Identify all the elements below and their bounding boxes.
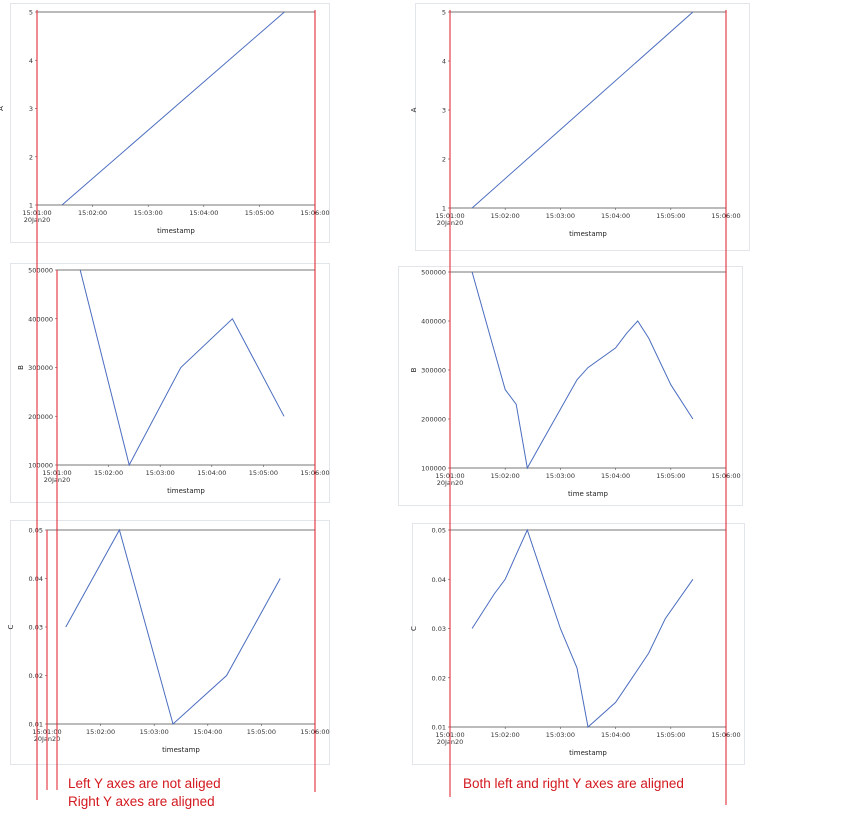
x-tick-label: 15:04:00 <box>601 731 630 739</box>
x-tick-label: 15:05:00 <box>656 731 685 739</box>
y-axis-title: B <box>410 367 418 372</box>
x-tick-label: 15:02:00 <box>78 209 107 217</box>
x-tick-label: 15:03:00 <box>546 472 575 480</box>
x-axis-title: time stamp <box>568 490 609 498</box>
y-tick-label: 300000 <box>421 367 446 375</box>
x-tick-label: 15:02:00 <box>86 728 115 736</box>
y-tick-label: 0.04 <box>432 576 446 584</box>
series-line <box>79 269 285 467</box>
series-line <box>471 271 694 470</box>
x-tick-label: 15:05:00 <box>656 212 685 220</box>
caption-left-line2: Right Y axes are aligned <box>68 794 215 809</box>
x-tick-label: 15:03:00 <box>140 728 169 736</box>
y-tick-label: 0.02 <box>432 674 446 682</box>
x-axis-title: timestamp <box>162 746 200 754</box>
y-tick-label: 0.01 <box>432 724 446 732</box>
y-tick-label: 0.03 <box>432 625 446 633</box>
y-tick-label: 200000 <box>421 416 446 424</box>
y-tick-label: 0.05 <box>432 527 446 535</box>
y-tick-label: 2 <box>29 153 33 161</box>
chart-panel-right-b <box>398 266 743 506</box>
x-axis-title: timestamp <box>167 487 205 495</box>
y-tick-label: 3 <box>29 105 33 113</box>
x-axis-title: timestamp <box>569 230 607 238</box>
y-tick-label: 400000 <box>421 318 446 326</box>
x-tick-label: 15:04:00 <box>601 472 630 480</box>
y-axis-title: A <box>0 106 5 111</box>
y-tick-label: 2 <box>442 156 446 164</box>
y-tick-label: 100000 <box>421 465 446 473</box>
caption-left: Left Y axes are not aliged Right Y axes … <box>68 775 221 811</box>
y-tick-label: 5 <box>442 9 446 17</box>
series-line <box>65 528 281 725</box>
y-axis-title: C <box>7 624 15 629</box>
x-tick-label: 15:05:00 <box>249 469 278 477</box>
chart-panel-left-b <box>10 263 330 503</box>
x-tick-label: 15:04:00 <box>197 469 226 477</box>
y-tick-label: 0.02 <box>29 672 43 680</box>
y-tick-label: 0.04 <box>29 575 43 583</box>
x-tick-label: 15:05:00 <box>247 728 276 736</box>
x-tick-label: 15:02:00 <box>491 472 520 480</box>
y-tick-label: 1 <box>442 205 446 213</box>
y-tick-label: 200000 <box>28 413 53 421</box>
series-line <box>471 528 694 728</box>
series-line <box>471 11 694 209</box>
y-tick-label: 0.03 <box>29 624 43 632</box>
x-tick-label: 15:05:00 <box>245 209 274 217</box>
caption-right: Both left and right Y axes are aligned <box>463 775 684 793</box>
x-tick-label: 15:02:00 <box>94 469 123 477</box>
y-tick-label: 4 <box>442 58 446 66</box>
y-axis-title: A <box>410 107 418 112</box>
x-tick-label: 15:03:00 <box>546 731 575 739</box>
y-tick-label: 0.01 <box>29 721 43 729</box>
x-tick-label: 15:03:00 <box>134 209 163 217</box>
chart-panel-right-a <box>415 3 750 251</box>
x-axis-title: timestamp <box>569 749 607 757</box>
series-line <box>61 11 285 206</box>
y-tick-label: 4 <box>29 57 33 65</box>
y-tick-label: 400000 <box>28 315 53 323</box>
x-tick-label: 15:03:00 <box>146 469 175 477</box>
chart-panel-left-a <box>10 3 330 243</box>
x-tick-label: 15:04:00 <box>193 728 222 736</box>
y-axis-title: C <box>410 626 418 631</box>
x-tick-label: 15:05:00 <box>656 472 685 480</box>
chart-right-c: 0.010.020.030.040.0515:01:0020Jan2015:02… <box>410 527 741 758</box>
x-tick-label: 15:04:00 <box>601 212 630 220</box>
y-tick-label: 300000 <box>28 364 53 372</box>
x-tick-label: 15:02:00 <box>491 731 520 739</box>
y-tick-label: 5 <box>29 9 33 17</box>
x-axis-title: timestamp <box>157 227 195 235</box>
x-tick-label: 15:04:00 <box>189 209 218 217</box>
y-tick-label: 0.05 <box>29 527 43 535</box>
y-axis-title: B <box>17 365 25 370</box>
y-tick-label: 500000 <box>28 267 53 275</box>
caption-right-line1: Both left and right Y axes are aligned <box>463 776 684 791</box>
chart-panel-right-c <box>412 523 745 765</box>
y-tick-label: 3 <box>442 107 446 115</box>
x-tick-label: 15:02:00 <box>491 212 520 220</box>
x-tick-label: 15:03:00 <box>546 212 575 220</box>
y-tick-label: 1 <box>29 202 33 210</box>
y-tick-label: 100000 <box>28 462 53 470</box>
y-tick-label: 500000 <box>421 269 446 277</box>
caption-left-line1: Left Y axes are not aliged <box>68 776 221 791</box>
